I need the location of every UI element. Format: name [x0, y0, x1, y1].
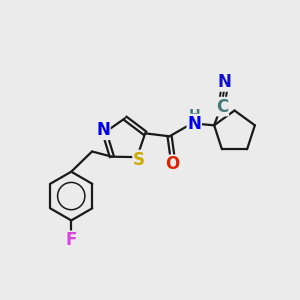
Text: F: F — [65, 231, 77, 249]
Text: S: S — [133, 151, 145, 169]
Text: N: N — [96, 121, 110, 139]
Text: N: N — [187, 115, 201, 133]
Text: O: O — [165, 155, 180, 173]
Text: H: H — [188, 108, 200, 122]
Text: N: N — [218, 73, 232, 91]
Text: C: C — [216, 98, 228, 116]
